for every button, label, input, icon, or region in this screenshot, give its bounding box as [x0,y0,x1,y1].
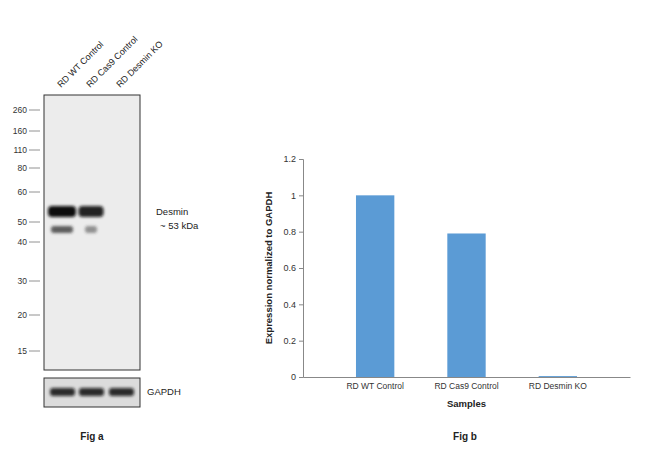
bars [356,195,577,377]
marker-tick [29,150,40,151]
band-label: Desmin [156,206,188,217]
x-tick-label: RD WT Control [346,381,404,391]
panel-title: Fig a [80,431,104,442]
marker-tick [29,222,40,223]
x-tick: RD WT Control [346,377,404,391]
bar-chart: 0 0.2 0.4 0.6 0.8 1 1.2 RD WT Control RD Cas9 Co… [263,154,631,442]
y-tick-mark [299,377,303,378]
marker-label: 15 [18,346,28,356]
marker-tick [29,168,40,169]
y-tick: 0.8 [283,227,303,237]
gapdh-band [79,388,104,396]
y-tick-mark [299,232,303,233]
loading-strip [44,378,140,407]
marker-tick [29,315,40,316]
marker-tick [29,110,40,111]
marker-tick [29,192,40,193]
y-tick: 0 [291,372,303,382]
loading-label: GAPDH [147,386,181,397]
x-axis-line [304,377,631,378]
y-axis-title: Expression normalized to GAPDH [263,192,274,345]
secondary-band [51,226,73,233]
y-tick-label: 0.2 [283,336,296,346]
bar [447,233,485,377]
marker-tick [29,242,40,243]
marker-label: 110 [13,145,27,155]
lane-label: RD Cas9 Control [84,34,139,89]
x-axis: RD WT Control RD Cas9 Control RD Desmin KO [304,377,631,391]
gapdh-band [50,388,75,396]
marker-tick [29,351,40,352]
marker-label: 60 [18,187,28,197]
marker-label: 160 [13,126,27,136]
marker-tick [29,131,40,132]
y-tick-mark [299,195,303,196]
marker-label: 80 [18,163,28,173]
y-axis: 0 0.2 0.4 0.6 0.8 1 1.2 [283,154,303,382]
y-tick: 1.2 [283,154,303,164]
y-tick-mark [299,268,303,269]
marker-label: 260 [13,105,27,115]
y-tick: 0.2 [283,336,303,346]
y-tick-label: 0.4 [283,300,296,310]
marker-label: 20 [18,310,28,320]
x-tick: RD Cas9 Control [434,377,498,391]
lane-label: RD Desmin KO [114,39,165,90]
membrane [44,95,140,370]
x-axis-title: Samples [447,398,486,409]
y-tick: 1 [291,191,303,201]
y-tick-label: 1.2 [283,154,296,164]
marker-tick [29,281,40,282]
y-tick-label: 1 [291,191,296,201]
gapdh-band [109,388,134,396]
x-tick-label: RD Cas9 Control [434,381,498,391]
x-tick-label: RD Desmin KO [529,381,587,391]
figure: RD WT ControlRD Cas9 ControlRD Desmin KO… [0,0,650,450]
x-tick: RD Desmin KO [529,377,587,391]
y-tick-label: 0.6 [283,263,296,273]
bar [539,376,577,377]
blot-panel: RD WT ControlRD Cas9 ControlRD Desmin KO… [13,34,199,442]
y-tick-label: 0.8 [283,227,296,237]
y-tick-label: 0 [291,372,296,382]
bar [356,195,394,377]
y-tick: 0.4 [283,300,303,310]
marker-label: 40 [18,237,28,247]
band-size-label: ~ 53 kDa [160,220,199,231]
y-tick-mark [299,304,303,305]
y-tick-mark [299,341,303,342]
y-tick: 0.6 [283,263,303,273]
desmin-band [48,206,76,217]
y-tick-mark [299,159,303,160]
marker-label: 50 [18,217,28,227]
marker-label: 30 [18,276,28,286]
secondary-band [85,226,97,233]
panel-title: Fig b [453,431,477,442]
desmin-band [79,206,104,217]
y-axis-line [299,160,304,378]
figure-root: RD WT ControlRD Cas9 ControlRD Desmin KO… [0,0,650,450]
